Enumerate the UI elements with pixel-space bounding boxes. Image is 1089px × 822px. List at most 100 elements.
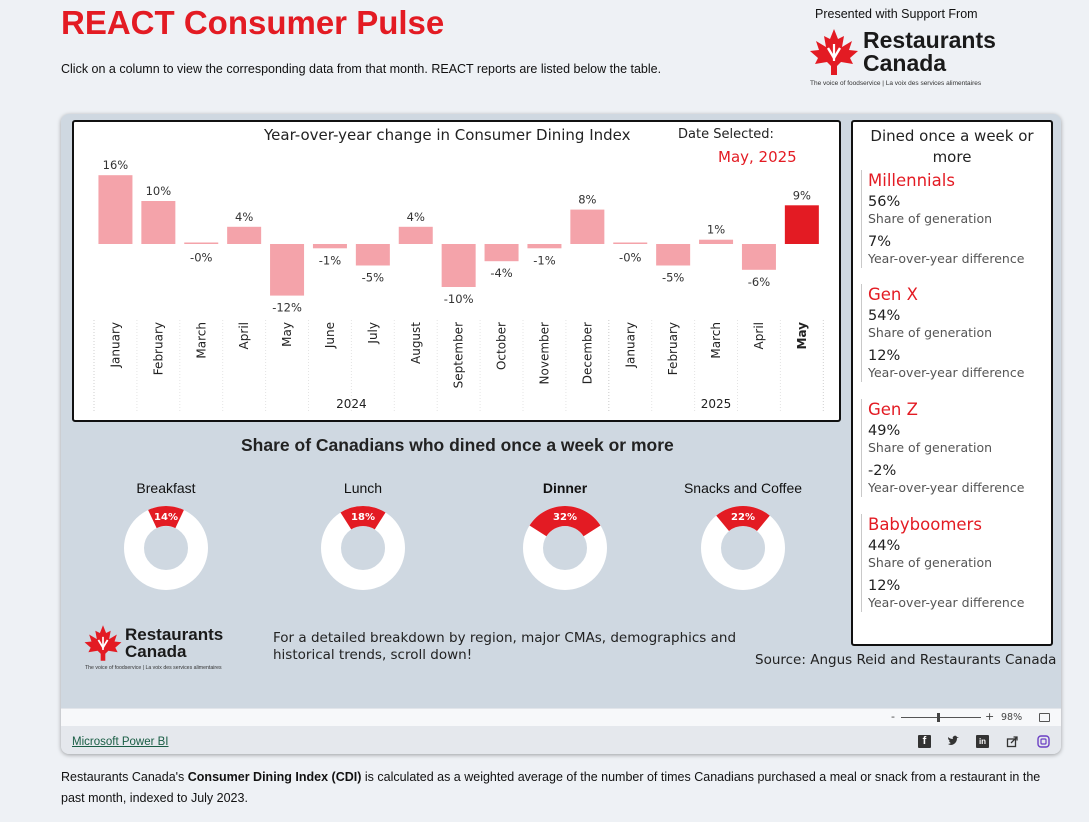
meal-label: Dinner — [542, 480, 588, 496]
zoom-slider-track[interactable] — [901, 717, 981, 718]
bar-data-label: 4% — [235, 210, 253, 224]
support-text: Presented with Support From — [815, 7, 978, 21]
bar-data-label: -10% — [444, 292, 474, 306]
bar[interactable] — [613, 242, 648, 245]
zoom-level: 98% — [1001, 712, 1023, 723]
year-label: 2024 — [336, 397, 367, 411]
generation-share: 44% — [868, 538, 901, 554]
donut-data-label: 22% — [731, 512, 755, 523]
bar[interactable] — [98, 175, 133, 244]
embed-icon[interactable] — [1037, 735, 1050, 748]
bar-data-label: -12% — [272, 301, 302, 315]
donut-data-label: 32% — [553, 512, 577, 523]
bar[interactable] — [441, 244, 476, 287]
generation-share-caption: Share of generation — [868, 211, 993, 226]
fit-to-page-icon[interactable] — [1039, 713, 1050, 722]
donut-data-label: 18% — [351, 512, 375, 523]
zoom-slider-thumb[interactable] — [937, 713, 940, 722]
bar-data-label: 1% — [707, 223, 725, 237]
generation-yoy-caption: Year-over-year difference — [868, 365, 1025, 380]
cdi-chart-svg[interactable]: 16% January 10% February -0% March 4% April -12%… — [74, 122, 839, 420]
chart-title: Year-over-year change in Consumer Dining… — [264, 126, 631, 144]
zoom-bar: - + 98% — [61, 708, 1061, 726]
maple-leaf-icon — [810, 29, 858, 75]
cdi-text-after: is calculated as a weighted average of t… — [61, 770, 1041, 805]
generation-yoy: 12% — [868, 578, 901, 594]
generation-card: Babyboomers 44% Share of generation 12% … — [861, 514, 1051, 612]
generation-name: Gen X — [868, 285, 918, 304]
powerbi-footer: Microsoft Power BI f in — [61, 726, 1061, 754]
logo-name-line2: Canada — [125, 642, 187, 661]
x-tick-label: February — [151, 322, 165, 375]
restaurants-canada-logo: Restaurants Canada The voice of foodserv… — [808, 26, 998, 92]
bar[interactable] — [355, 244, 390, 266]
zoom-out-button[interactable]: - — [891, 710, 895, 723]
report-canvas: 16% January 10% February -0% March 4% April -12%… — [61, 114, 1061, 708]
powerbi-link[interactable]: Microsoft Power BI — [72, 736, 169, 748]
bar[interactable] — [741, 244, 776, 270]
zoom-in-button[interactable]: + — [985, 710, 995, 723]
x-tick-label: May — [795, 322, 809, 350]
x-tick-label: March — [194, 322, 208, 359]
x-tick-label: August — [409, 322, 423, 364]
bar-data-label: 10% — [146, 184, 172, 198]
bar[interactable] — [784, 205, 819, 244]
x-tick-label: October — [495, 322, 509, 370]
x-tick-label: March — [709, 322, 723, 359]
bar[interactable] — [570, 209, 605, 244]
x-tick-label: December — [580, 322, 594, 384]
bar[interactable] — [184, 242, 219, 245]
generation-share: 49% — [868, 423, 901, 439]
date-selected-value: May, 2025 — [718, 148, 797, 166]
generation-name: Babyboomers — [868, 515, 982, 534]
donut-slice — [340, 506, 386, 530]
bar[interactable] — [527, 244, 562, 249]
source-text: Source: Angus Reid and Restaurants Canad… — [755, 652, 1057, 668]
cdi-text-bold: Consumer Dining Index (CDI) — [187, 770, 362, 784]
meal-donut-charts[interactable]: 14% 18% 32% 22% — [61, 494, 841, 604]
x-tick-label: November — [537, 322, 551, 384]
donut-slice — [148, 506, 184, 529]
bar[interactable] — [398, 226, 433, 244]
x-tick-label: January — [623, 322, 637, 369]
bar[interactable] — [141, 201, 176, 244]
bar[interactable] — [484, 244, 519, 262]
bar-data-label: 4% — [407, 210, 425, 224]
bar-data-label: -1% — [533, 253, 555, 267]
logo-name-line1: Restaurants — [125, 625, 224, 644]
generation-yoy: 7% — [868, 234, 892, 250]
x-tick-label: July — [366, 322, 380, 345]
generation-share: 56% — [868, 194, 901, 210]
bar-data-label: -5% — [662, 271, 684, 285]
share-icon[interactable] — [1006, 735, 1019, 748]
page-title: REACT Consumer Pulse — [61, 4, 445, 41]
cdi-text-before: Restaurants Canada's — [61, 770, 188, 784]
generation-yoy: 12% — [868, 348, 901, 364]
bar[interactable] — [270, 244, 305, 296]
intro-text: Click on a column to view the correspond… — [61, 62, 662, 76]
bar[interactable] — [227, 226, 262, 244]
meal-label: Snacks and Coffee — [683, 480, 803, 496]
facebook-icon[interactable]: f — [918, 735, 931, 748]
meal-share-title: Share of Canadians who dined once a week… — [241, 435, 674, 455]
twitter-icon[interactable] — [947, 735, 960, 748]
year-label: 2025 — [701, 397, 732, 411]
restaurants-canada-logo-small: Restaurants Canada The voice of foodserv… — [83, 624, 253, 674]
breakdown-text: For a detailed breakdown by region, majo… — [273, 630, 737, 663]
generation-share-caption: Share of generation — [868, 440, 993, 455]
generation-card: Gen X 54% Share of generation 12% Year-o… — [861, 284, 1051, 382]
bar[interactable] — [656, 244, 691, 266]
generation-yoy-caption: Year-over-year difference — [868, 251, 1025, 266]
bar-data-label: -4% — [490, 266, 512, 280]
bar-data-label: 9% — [793, 188, 811, 202]
generation-yoy: -2% — [868, 463, 897, 479]
bar[interactable] — [312, 244, 347, 249]
x-tick-label: April — [752, 322, 766, 349]
meal-label: Lunch — [343, 480, 383, 496]
logo-name-line1: Restaurants — [863, 27, 996, 53]
donut-slice — [529, 506, 601, 537]
x-tick-label: September — [452, 322, 466, 388]
cdi-bar-chart[interactable]: 16% January 10% February -0% March 4% April -12%… — [72, 120, 841, 422]
linkedin-icon[interactable]: in — [976, 735, 989, 748]
bar[interactable] — [699, 239, 734, 244]
